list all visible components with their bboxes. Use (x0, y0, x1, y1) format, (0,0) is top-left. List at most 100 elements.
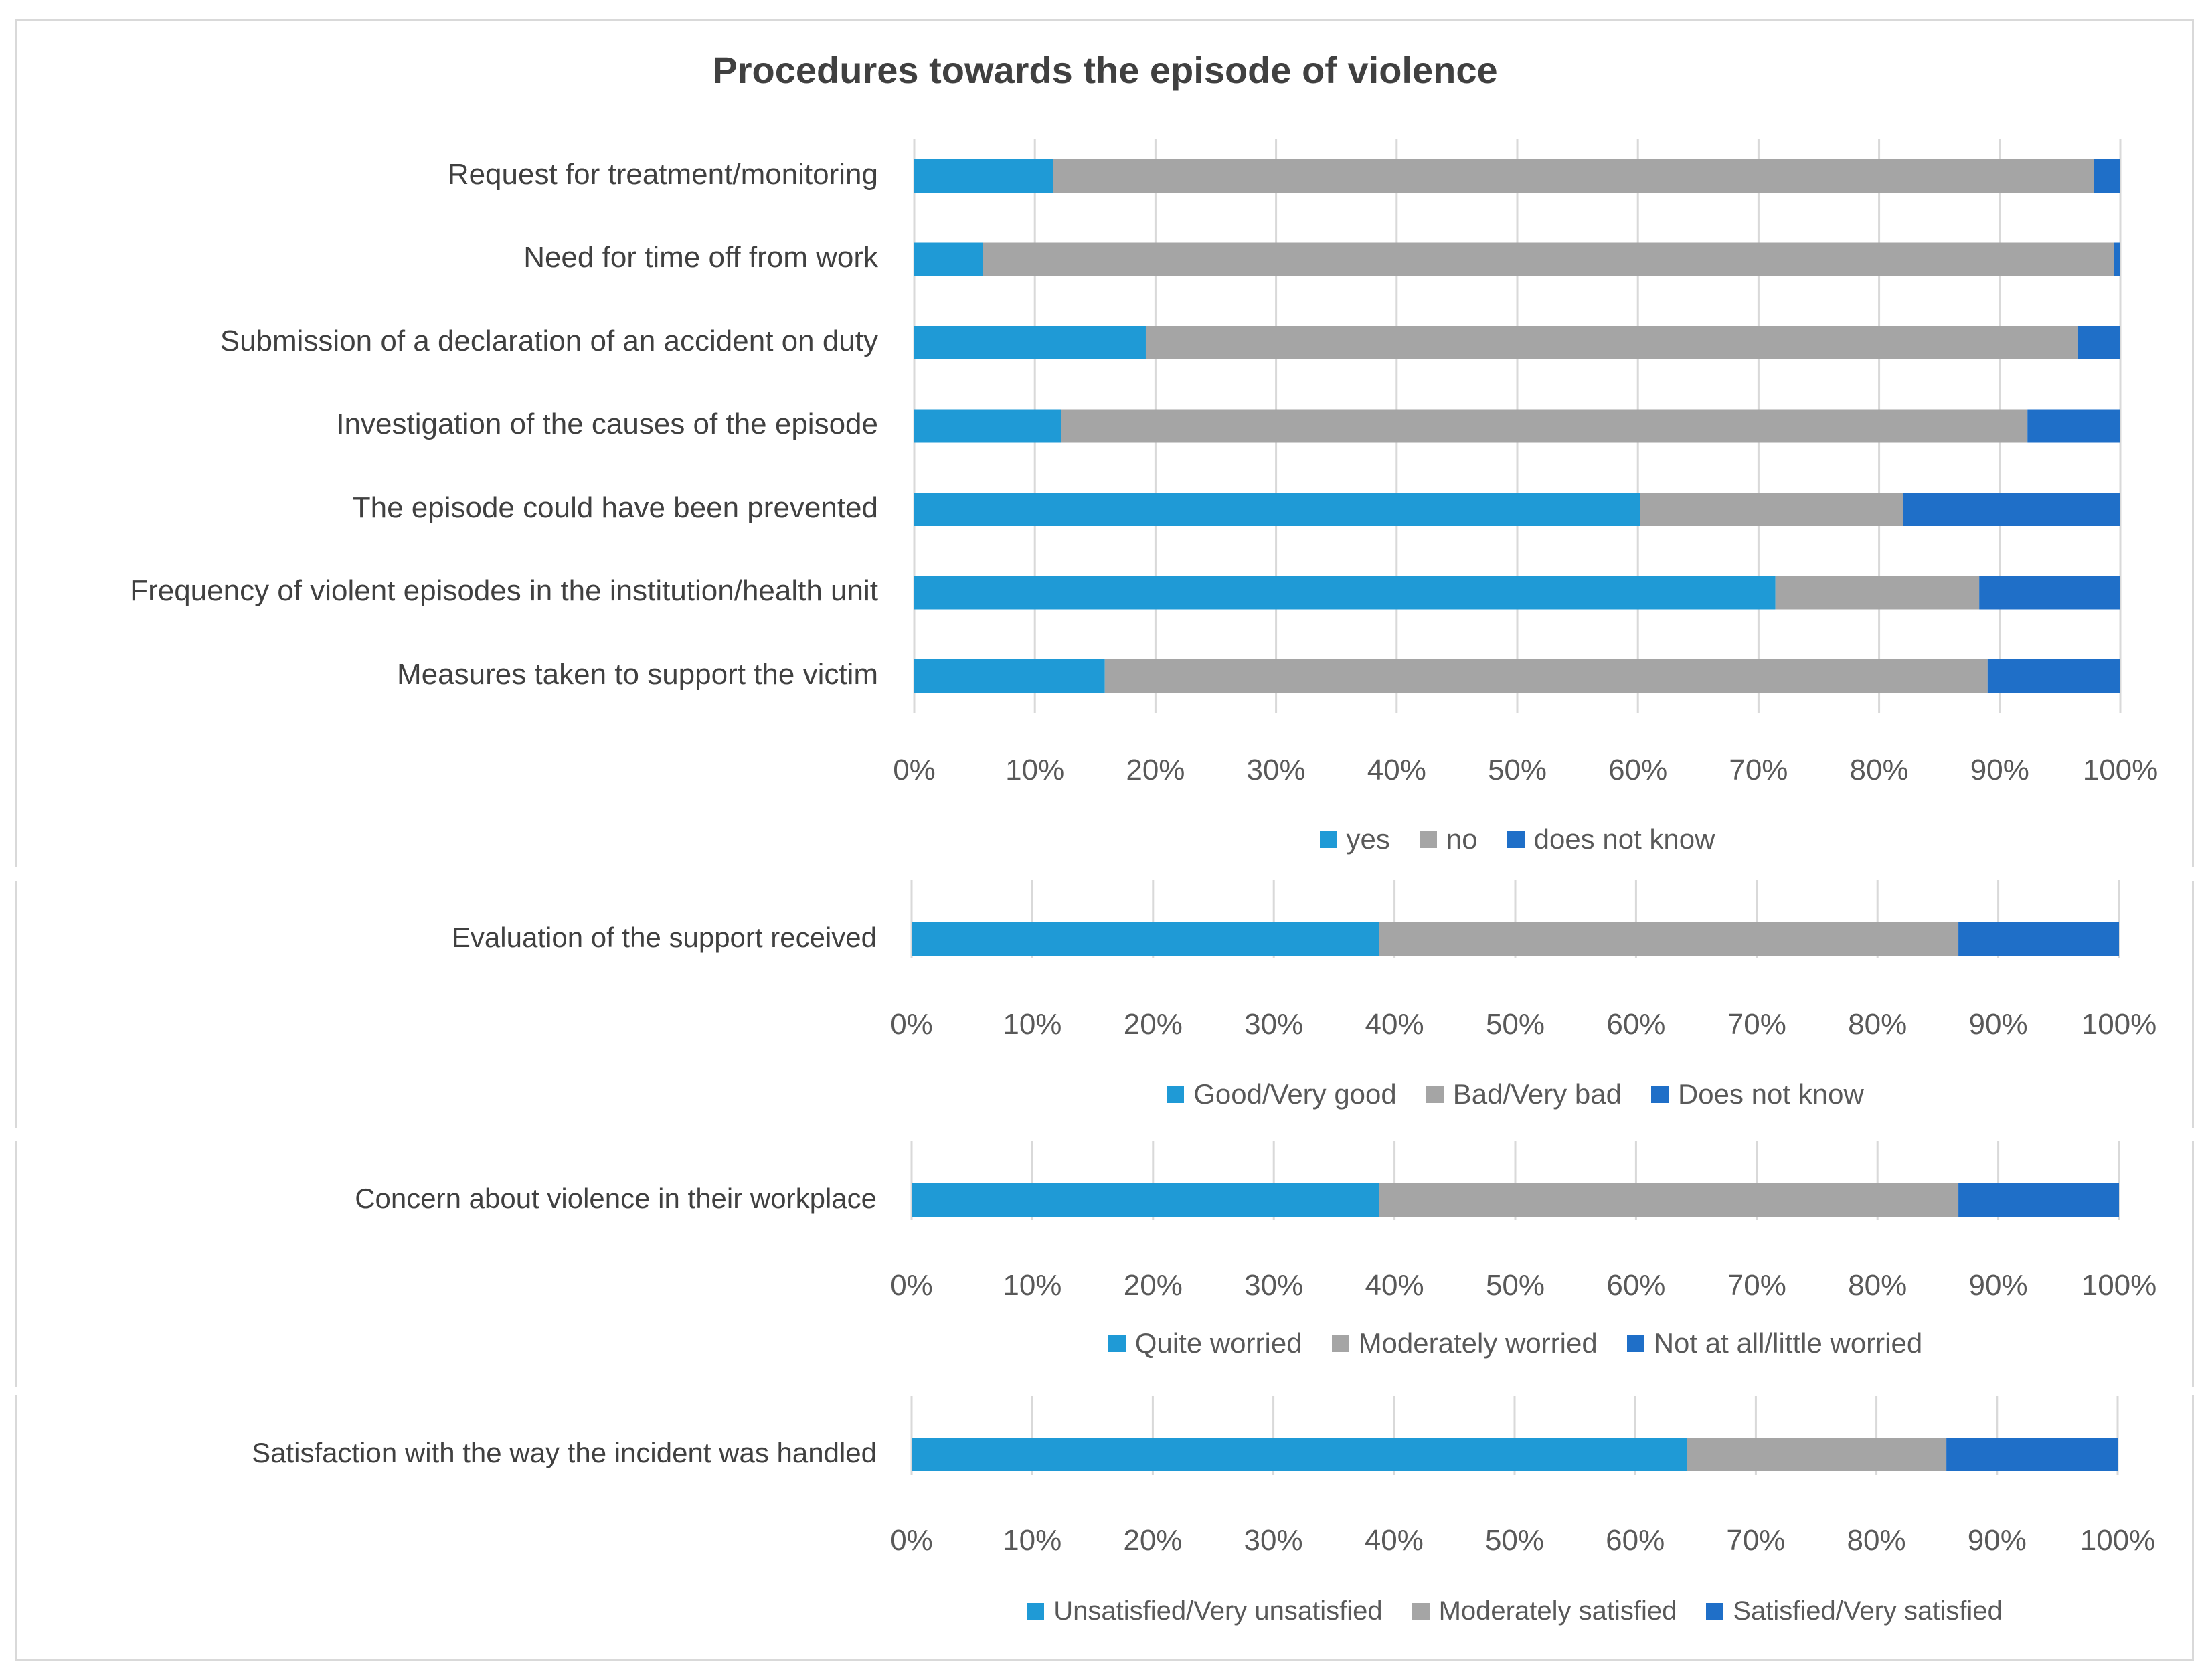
x-tick-label: 80% (1848, 1007, 1907, 1041)
bar-not-at-all-little-worried (1958, 1183, 2119, 1217)
x-tick-label: 40% (1365, 1007, 1424, 1041)
legend-label: Not at all/little worried (1653, 1327, 1923, 1359)
x-tick-label: 90% (1970, 753, 2029, 786)
legend-item: does not know (1507, 823, 1715, 855)
x-tick-label: 70% (1726, 1523, 1786, 1557)
bar-yes (914, 493, 1640, 526)
legend-item: Unsatisfied/Very unsatisfied (1027, 1596, 1383, 1626)
chart-legend: Good/Very good Bad/Very bad Does not know (644, 1078, 2210, 1110)
x-tick-label: 0% (890, 1523, 933, 1557)
bar-no (1145, 326, 2078, 359)
bar-moderately-worried (1379, 1183, 1959, 1217)
legend-label: Does not know (1677, 1078, 1864, 1110)
legend-label: Moderately worried (1358, 1327, 1598, 1359)
x-tick-label: 40% (1365, 1268, 1424, 1302)
legend-item: Not at all/little worried (1626, 1327, 1923, 1359)
category-label: The episode could have been prevented (352, 491, 878, 524)
bar-no (1053, 159, 2094, 193)
bar-yes (914, 409, 1061, 443)
legend-item: Good/Very good (1167, 1078, 1397, 1110)
x-tick-label: 50% (1484, 1523, 1545, 1557)
legend-label: does not know (1533, 823, 1715, 855)
bar-no (1061, 409, 2028, 443)
x-tick-label: 100% (2079, 1523, 2156, 1557)
x-tick-label: 40% (1367, 753, 1426, 786)
x-tick-label: 80% (1847, 1523, 1906, 1557)
x-tick-label: 20% (1123, 1523, 1183, 1557)
x-tick-label: 60% (1608, 753, 1668, 786)
legend-swatch (1167, 1085, 1185, 1103)
legend-swatch (1027, 1602, 1045, 1620)
category-label: Concern about violence in their workplac… (355, 1182, 877, 1214)
bar-bad-very-bad (1379, 922, 1959, 956)
x-tick-label: 50% (1485, 1007, 1545, 1041)
panel-separator (0, 1128, 2210, 1141)
bar-no (1640, 493, 1903, 526)
legend-swatch (1331, 1334, 1349, 1352)
panel-separator (0, 1387, 2210, 1395)
x-tick-label: 100% (2082, 753, 2158, 786)
bar-no (983, 242, 2114, 276)
bar-does-not-know (2077, 326, 2120, 359)
bar-does-not-know (1958, 922, 2119, 956)
x-tick-label: 10% (1003, 1268, 1062, 1302)
bar-satisfied-very-satisfied (1946, 1438, 2118, 1471)
legend-swatch (1507, 830, 1525, 848)
x-tick-label: 30% (1244, 1523, 1303, 1557)
bar-moderately-satisfied (1687, 1438, 1947, 1471)
x-tick-label: 50% (1485, 1268, 1545, 1302)
x-tick-label: 90% (1968, 1007, 2028, 1041)
x-tick-label: 100% (2081, 1007, 2157, 1041)
legend-item: Quite worried (1108, 1327, 1302, 1359)
x-tick-label: 0% (893, 753, 936, 786)
x-tick-label: 90% (1967, 1523, 2027, 1557)
chart-legend: yes no does not know (647, 823, 2210, 855)
x-tick-label: 0% (890, 1007, 933, 1041)
x-tick-label: 20% (1126, 753, 1185, 786)
category-label: Satisfaction with the way the incident w… (252, 1436, 877, 1468)
legend-swatch (1650, 1085, 1669, 1103)
legend-item: yes (1319, 823, 1390, 855)
category-label: Measures taken to support the victim (397, 657, 878, 691)
x-tick-label: 30% (1244, 1007, 1304, 1041)
x-tick-label: 70% (1727, 1007, 1786, 1041)
category-label: Evaluation of the support received (451, 921, 877, 953)
legend-label: Unsatisfied/Very unsatisfied (1053, 1596, 1383, 1626)
bar-does-not-know (2027, 409, 2120, 443)
x-tick-label: 50% (1487, 753, 1547, 786)
category-label: Submission of a declaration of an accide… (220, 324, 878, 357)
bar-no (1775, 576, 1980, 610)
bar-yes (914, 659, 1105, 693)
x-tick-label: 10% (1003, 1523, 1062, 1557)
bar-does-not-know (1903, 493, 2120, 526)
x-tick-label: 60% (1606, 1007, 1666, 1041)
x-tick-label: 0% (890, 1268, 933, 1302)
chart-legend: Unsatisfied/Very unsatisfied Moderately s… (644, 1596, 2210, 1626)
x-tick-label: 60% (1606, 1268, 1666, 1302)
bar-yes (914, 326, 1146, 359)
bar-yes (914, 576, 1776, 610)
panel-separator (0, 867, 2210, 881)
legend-item: Moderately satisfied (1412, 1596, 1677, 1626)
x-tick-label: 10% (1003, 1007, 1062, 1041)
legend-item: Bad/Very bad (1426, 1078, 1622, 1110)
bar-good-very-good (912, 922, 1379, 956)
bar-yes (914, 242, 983, 276)
x-tick-label: 30% (1246, 753, 1306, 786)
legend-item: Does not know (1650, 1078, 1864, 1110)
x-tick-label: 20% (1123, 1268, 1183, 1302)
x-tick-label: 80% (1849, 753, 1909, 786)
bar-does-not-know (1979, 576, 2120, 610)
legend-swatch (1319, 830, 1337, 848)
legend-swatch (1412, 1602, 1430, 1620)
legend-item: Moderately worried (1331, 1327, 1598, 1359)
bar-does-not-know (2094, 159, 2120, 193)
bar-quite-worried (912, 1183, 1379, 1217)
chart-title: Procedures towards the episode of violen… (712, 49, 1498, 91)
legend-label: yes (1346, 823, 1390, 855)
legend-item: Satisfied/Very satisfied (1706, 1596, 2003, 1626)
x-tick-label: 100% (2081, 1268, 2157, 1302)
category-label: Request for treatment/monitoring (447, 157, 878, 191)
